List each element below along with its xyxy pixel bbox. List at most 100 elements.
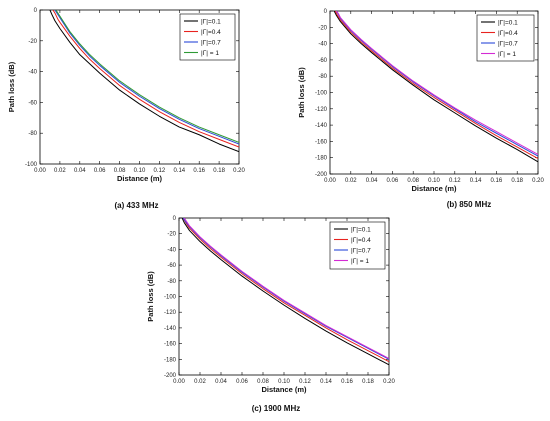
x-tick-label: 0.02	[54, 168, 66, 174]
y-axis-label: Path loss (dB)	[297, 67, 306, 118]
legend-label: |Γ|=0.4	[498, 30, 518, 37]
legend-label: |Γ|=0.1	[201, 18, 221, 25]
series-line-0	[49, 10, 239, 153]
series-line-1	[182, 218, 389, 363]
y-tick-label: -60	[318, 58, 327, 64]
legend-label: |Γ|=0.4	[351, 237, 371, 244]
x-tick-label: 0.08	[407, 178, 419, 184]
y-tick-label: -200	[315, 172, 328, 178]
panel-caption: (a) 433 MHz	[114, 201, 158, 210]
x-tick-label: 0.06	[387, 178, 399, 184]
y-tick-label: -80	[28, 131, 37, 137]
x-tick-label: 0.12	[154, 168, 166, 174]
x-tick-label: 0.04	[215, 379, 227, 385]
y-tick-label: -100	[315, 91, 328, 97]
x-tick-label: 0.16	[193, 168, 205, 174]
x-tick-label: 0.04	[74, 168, 86, 174]
y-tick-label: -20	[28, 39, 37, 45]
legend-label: |Γ|=0.1	[498, 19, 518, 26]
x-tick-label: 0.18	[511, 178, 523, 184]
y-axis-label: Path loss (dB)	[146, 271, 155, 322]
chart-panel-0: 0.00 0.02 0.04 0.06 0.08 0.10 0.12 0.14 0.16 0.18…	[7, 8, 245, 210]
x-tick-label: 0.10	[428, 178, 440, 184]
chart-panel-1: 0.00 0.02 0.04 0.06 0.08 0.10 0.12 0.14 0.16 0.18…	[297, 9, 544, 209]
x-tick-label: 0.02	[345, 178, 357, 184]
y-tick-label: 0	[324, 9, 328, 15]
series-line-3	[335, 11, 538, 155]
y-tick-label: -140	[315, 123, 328, 129]
legend-label: |Γ| = 1	[351, 258, 369, 265]
legend-box	[329, 221, 386, 270]
x-tick-label: 0.20	[233, 168, 245, 174]
x-axis-label: Distance (m)	[261, 385, 307, 394]
y-tick-label: -20	[167, 232, 176, 238]
x-tick-label: 0.18	[362, 379, 374, 385]
y-tick-label: -60	[167, 263, 176, 269]
x-tick-label: 0.10	[278, 379, 290, 385]
series-line-3	[55, 10, 239, 143]
legend-label: |Γ|=0.7	[201, 39, 221, 46]
x-tick-label: 0.14	[470, 178, 482, 184]
legend-label: |Γ| = 1	[498, 51, 516, 58]
y-tick-label: -60	[28, 100, 37, 106]
chart-panel-2: 0.00 0.02 0.04 0.06 0.08 0.10 0.12 0.14 0.16 0.18…	[146, 216, 395, 413]
y-tick-label: -40	[28, 70, 37, 76]
y-tick-label: -80	[318, 74, 327, 80]
x-axis-label: Distance (m)	[117, 174, 163, 183]
legend-label: |Γ|=0.1	[351, 226, 371, 233]
x-tick-label: 0.06	[236, 379, 248, 385]
y-tick-label: 0	[34, 8, 38, 14]
series-line-2	[182, 218, 389, 360]
x-tick-label: 0.14	[320, 379, 332, 385]
series-line-2	[335, 11, 538, 157]
legend-label: |Γ| = 1	[201, 50, 219, 57]
y-tick-label: -40	[167, 247, 176, 253]
x-tick-label: 0.20	[532, 178, 544, 184]
y-tick-label: 0	[173, 216, 177, 222]
series-line-2	[54, 10, 239, 145]
x-tick-label: 0.10	[134, 168, 146, 174]
series-line-0	[181, 218, 389, 366]
legend-label: |Γ|=0.7	[498, 40, 518, 47]
y-tick-label: -180	[164, 357, 177, 363]
x-tick-label: 0.06	[94, 168, 106, 174]
x-tick-label: 0.20	[383, 379, 395, 385]
x-tick-label: 0.08	[257, 379, 269, 385]
legend-box	[179, 13, 236, 61]
x-tick-label: 0.16	[491, 178, 503, 184]
x-tick-label: 0.08	[114, 168, 126, 174]
x-tick-label: 0.00	[34, 168, 46, 174]
series-line-1	[334, 11, 538, 159]
y-tick-label: -140	[164, 326, 177, 332]
y-tick-label: -120	[315, 107, 328, 113]
panel-caption: (b) 850 MHz	[447, 200, 491, 209]
x-tick-label: 0.16	[341, 379, 353, 385]
y-tick-label: -160	[315, 139, 328, 145]
x-tick-label: 0.14	[173, 168, 185, 174]
x-tick-label: 0.02	[194, 379, 206, 385]
x-tick-label: 0.00	[324, 178, 336, 184]
x-tick-label: 0.18	[213, 168, 225, 174]
y-tick-label: -160	[164, 342, 177, 348]
y-tick-label: -20	[318, 25, 327, 31]
y-tick-label: -40	[318, 42, 327, 48]
panel-caption: (c) 1900 MHz	[252, 404, 300, 413]
series-line-1	[52, 10, 239, 148]
x-tick-label: 0.12	[449, 178, 461, 184]
y-tick-label: -180	[315, 156, 328, 162]
x-axis-label: Distance (m)	[411, 184, 457, 193]
legend-label: |Γ|=0.4	[201, 29, 221, 36]
series-line-0	[333, 11, 538, 163]
legend-label: |Γ|=0.7	[351, 247, 371, 254]
y-tick-label: -100	[25, 162, 38, 168]
y-tick-label: -200	[164, 373, 177, 379]
x-tick-label: 0.12	[299, 379, 311, 385]
y-tick-label: -100	[164, 295, 177, 301]
y-tick-label: -80	[167, 279, 176, 285]
y-tick-label: -120	[164, 310, 177, 316]
x-tick-label: 0.04	[366, 178, 378, 184]
y-axis-label: Path loss (dB)	[7, 61, 16, 112]
series-line-3	[183, 218, 389, 359]
x-tick-label: 0.00	[173, 379, 185, 385]
